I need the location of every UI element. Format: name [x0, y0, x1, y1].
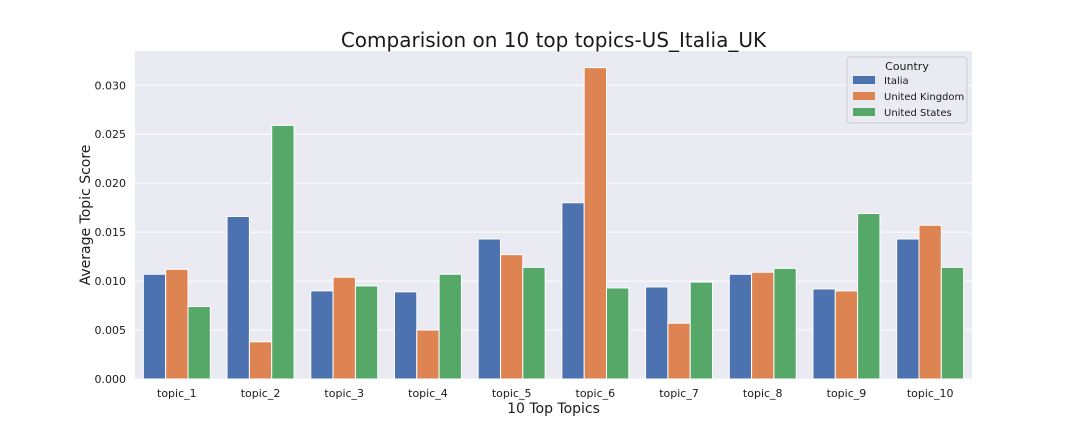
bar-topic_2-united-states	[271, 124, 295, 380]
bar-topic_10-united-states	[940, 266, 965, 380]
x-tick-label: topic_3	[324, 387, 364, 400]
legend-swatch	[853, 76, 875, 84]
y-tick-label: 0.025	[95, 128, 127, 141]
x-tick-label: topic_6	[576, 387, 616, 400]
legend-box	[846, 56, 968, 124]
legend: Country Italia United Kingdom United State…	[846, 56, 968, 124]
bar-topic_8-united-states	[773, 267, 797, 380]
bar-topic_7-italia	[645, 286, 669, 380]
y-tick-label: 0.010	[95, 275, 127, 288]
y-axis-ticks: 0.000 0.005 0.010 0.015 0.020 0.025 0.030	[95, 79, 127, 386]
y-tick-label: 0.000	[95, 373, 127, 386]
bar-topic_8-italia	[728, 273, 753, 380]
bar-topic_1-united-states	[187, 306, 211, 380]
x-tick-label: topic_2	[241, 387, 281, 400]
y-tick-label: 0.015	[95, 226, 127, 239]
chart-title: Comparision on 10 top topics-US_Italia_U…	[341, 28, 767, 52]
bar-topic_9-united-kingdom	[834, 290, 859, 380]
bar-topic_2-italia	[226, 215, 250, 380]
y-tick-label: 0.030	[95, 79, 127, 92]
bar-topic_7-united-kingdom	[667, 322, 691, 380]
x-tick-label: topic_7	[659, 387, 699, 400]
bar-topic_5-united-kingdom	[499, 254, 524, 380]
legend-label: United States	[884, 108, 952, 119]
legend-label: United Kingdom	[884, 92, 964, 103]
bar-topic_1-united-kingdom	[165, 268, 189, 380]
legend-swatch	[853, 92, 875, 100]
bar-topic_7-united-states	[689, 281, 714, 380]
y-axis-label: Average Topic Score	[78, 145, 94, 286]
x-axis-label: 10 Top Topics	[507, 401, 600, 417]
bar-topic_2-united-kingdom	[248, 341, 273, 380]
bars	[142, 67, 965, 380]
y-tick-label: 0.005	[95, 324, 127, 337]
bar-topic_5-united-states	[522, 266, 546, 380]
legend-title: Country	[885, 60, 929, 73]
legend-swatch	[853, 108, 875, 116]
bar-topic_3-united-kingdom	[332, 276, 356, 380]
bar-topic_9-united-states	[857, 213, 881, 380]
x-tick-label: topic_10	[907, 387, 954, 400]
bar-topic_6-italia	[561, 202, 585, 380]
legend-label: Italia	[884, 76, 909, 87]
bar-topic_6-united-kingdom	[583, 67, 608, 380]
bar-topic_4-united-kingdom	[416, 329, 440, 380]
x-tick-label: topic_8	[743, 387, 783, 400]
y-tick-label: 0.020	[95, 177, 127, 190]
bar-topic_10-united-kingdom	[918, 224, 942, 380]
x-tick-label: topic_5	[492, 387, 532, 400]
bar-topic_5-italia	[477, 238, 501, 380]
bar-topic_4-italia	[393, 291, 418, 380]
x-tick-label: topic_4	[408, 387, 448, 400]
bar-topic_6-united-states	[606, 287, 630, 380]
bar-topic_3-italia	[310, 290, 334, 380]
bar-topic_10-italia	[896, 238, 920, 380]
bar-topic_9-italia	[812, 288, 836, 380]
x-axis-ticks: topic_1 topic_2 topic_3 topic_4 topic_5 topic…	[157, 387, 953, 400]
x-tick-label: topic_9	[827, 387, 867, 400]
bar-topic_1-italia	[142, 273, 167, 380]
x-tick-label: topic_1	[157, 387, 197, 400]
bar-topic_3-united-states	[354, 285, 379, 380]
bar-topic_4-united-states	[438, 273, 462, 380]
bar-topic_8-united-kingdom	[751, 271, 775, 380]
